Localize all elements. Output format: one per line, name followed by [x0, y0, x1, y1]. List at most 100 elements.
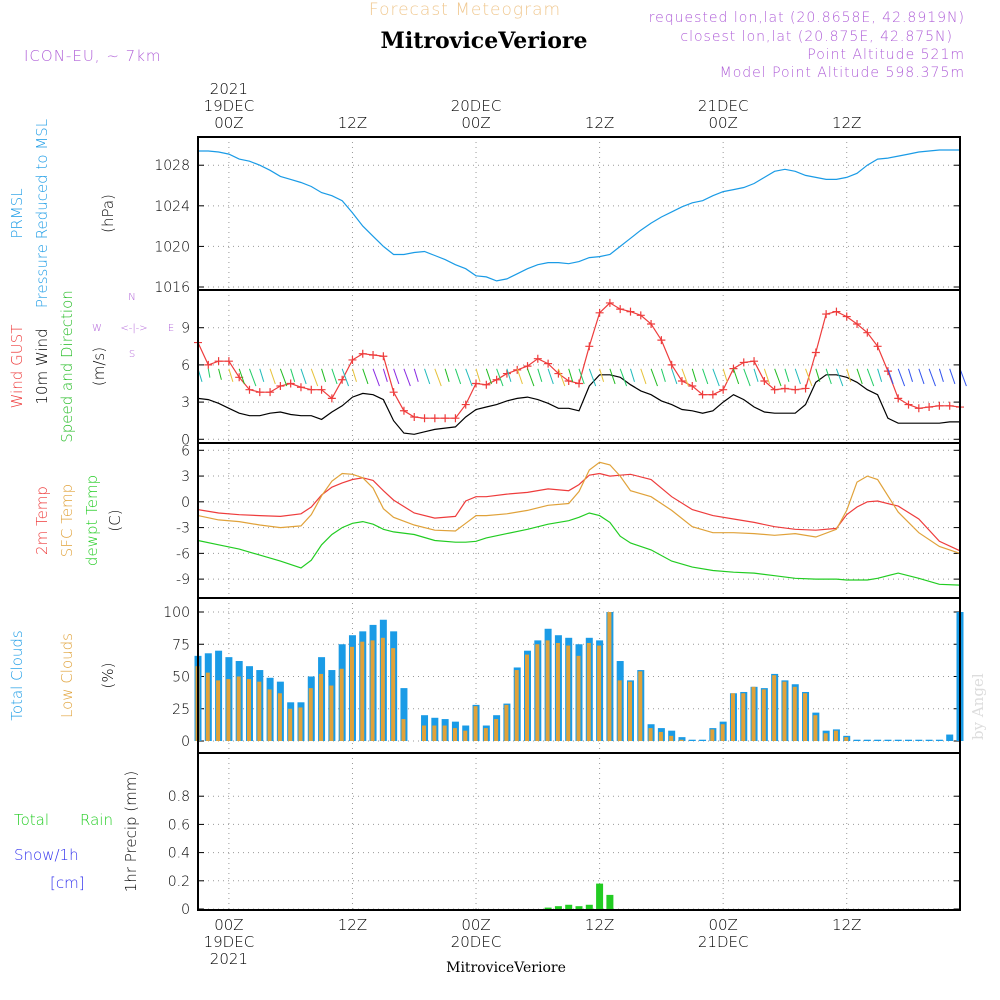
wind-direction-arrow	[815, 368, 821, 382]
bottom-time-label: 19DEC	[204, 933, 255, 951]
total-cloud-bar	[688, 739, 696, 741]
gust-marker	[688, 381, 697, 390]
low-cloud-bar	[257, 681, 262, 741]
low-cloud-bar	[617, 680, 622, 741]
total-cloud-bar	[946, 734, 954, 741]
clouds-panel: 0 25 50 75 100 Total Clouds Low Clouds (%)	[8, 597, 964, 754]
wind-direction-arrow	[310, 368, 319, 387]
low-cloud-bar	[504, 704, 509, 741]
wind-direction-arrow	[609, 368, 616, 385]
total-cloud-bar	[884, 739, 892, 741]
top-time-label: 12Z	[832, 114, 861, 132]
low-cloud-bar	[823, 733, 828, 741]
y-tick-label: 3	[181, 469, 190, 485]
low-cloud-bar	[782, 681, 787, 741]
low-cloud-bar	[442, 725, 447, 741]
panel-label: PRMSL	[8, 188, 26, 238]
temperature-frame	[197, 442, 961, 599]
wind-direction-arrow	[393, 368, 400, 385]
top-time-label: 00Z	[708, 114, 737, 132]
gust-marker	[224, 357, 233, 366]
low-cloud-bar	[329, 685, 334, 741]
low-cloud-bar	[813, 715, 818, 741]
pressure-frame	[197, 136, 961, 291]
y-tick-label: 1024	[154, 199, 190, 215]
wind-direction-arrow	[290, 368, 296, 382]
wind-direction-arrow	[794, 368, 801, 385]
y-tick-label: 0	[181, 902, 190, 918]
low-cloud-bar	[473, 706, 478, 741]
wind-direction-arrow	[732, 368, 740, 385]
compass-w: W	[92, 323, 102, 334]
gust-marker	[472, 379, 481, 388]
panel-label: Pressure Reduced to MSL	[33, 119, 51, 308]
wind-gust-line	[197, 302, 961, 419]
gust-marker	[935, 401, 944, 410]
gust-marker	[739, 358, 748, 367]
low-cloud-bar	[267, 689, 272, 741]
wind-direction-arrow	[619, 368, 628, 387]
gust-marker	[441, 414, 450, 423]
compass-e: E	[168, 323, 174, 334]
y-tick-label: 9	[181, 321, 190, 337]
y-tick-label: 3	[181, 395, 190, 411]
gust-marker	[677, 377, 686, 386]
gust-marker	[945, 401, 954, 410]
gust-marker	[873, 342, 882, 351]
wind-direction-arrow	[825, 368, 832, 385]
wind-direction-arrow	[908, 368, 913, 382]
wind-direction-arrow	[434, 368, 442, 387]
low-cloud-bar	[638, 671, 643, 741]
rain-bar	[575, 906, 583, 909]
wind-direction-arrow	[506, 368, 512, 382]
low-cloud-bar	[751, 686, 756, 741]
meteogram-subtitle: Forecast Meteogram	[369, 0, 561, 20]
wind-direction-arrow	[465, 368, 473, 387]
wind-direction-arrow	[722, 368, 728, 382]
low-cloud-bar	[833, 730, 838, 741]
total-cloud-bar	[678, 737, 686, 741]
gust-marker	[770, 385, 779, 394]
bottom-time-label: 00Z	[214, 916, 243, 934]
gust-marker	[276, 381, 285, 390]
y-axis-label: (%)	[99, 663, 117, 689]
wind-direction-arrow	[557, 368, 566, 387]
low-cloud-bar	[298, 707, 303, 741]
low-cloud-bar	[545, 640, 550, 741]
low-cloud-bar	[576, 655, 581, 741]
top-time-label: 19DEC	[204, 97, 255, 115]
gust-marker	[904, 400, 913, 409]
bottom-time-label: 20DEC	[451, 933, 502, 951]
compass-s: S	[129, 349, 135, 360]
top-time-label: 12Z	[338, 114, 367, 132]
low-cloud-bar	[370, 640, 375, 741]
gust-marker	[296, 383, 305, 392]
wind-direction-arrow	[341, 368, 350, 387]
credit-watermark: by Angel	[969, 673, 987, 740]
gust-marker	[925, 403, 934, 412]
low-cloud-bar	[844, 737, 849, 741]
low-cloud-bar	[730, 693, 735, 741]
wind-direction-arrow	[887, 368, 894, 385]
y-tick-label: 0.4	[168, 846, 190, 862]
gust-marker	[626, 307, 635, 316]
top-time-label: 00Z	[461, 114, 490, 132]
total-cloud-bar	[853, 739, 861, 741]
wind-direction-arrow	[949, 368, 956, 385]
y-tick-label: -3	[176, 521, 190, 537]
gust-marker	[369, 350, 378, 359]
bottom-time-label: 21DEC	[698, 933, 749, 951]
low-cloud-bar	[226, 679, 231, 741]
wind-direction-arrow	[846, 368, 852, 382]
y-tick-label: 1016	[154, 280, 190, 296]
gust-marker	[863, 328, 872, 337]
low-cloud-bar	[483, 728, 488, 741]
low-cloud-bar	[463, 730, 468, 741]
low-cloud-bar	[401, 719, 406, 741]
sfc-temp-line	[197, 461, 961, 554]
wind-direction-arrow	[578, 368, 585, 385]
low-cloud-bar	[360, 641, 365, 741]
gust-marker	[719, 385, 728, 394]
low-cloud-bar	[432, 725, 437, 741]
